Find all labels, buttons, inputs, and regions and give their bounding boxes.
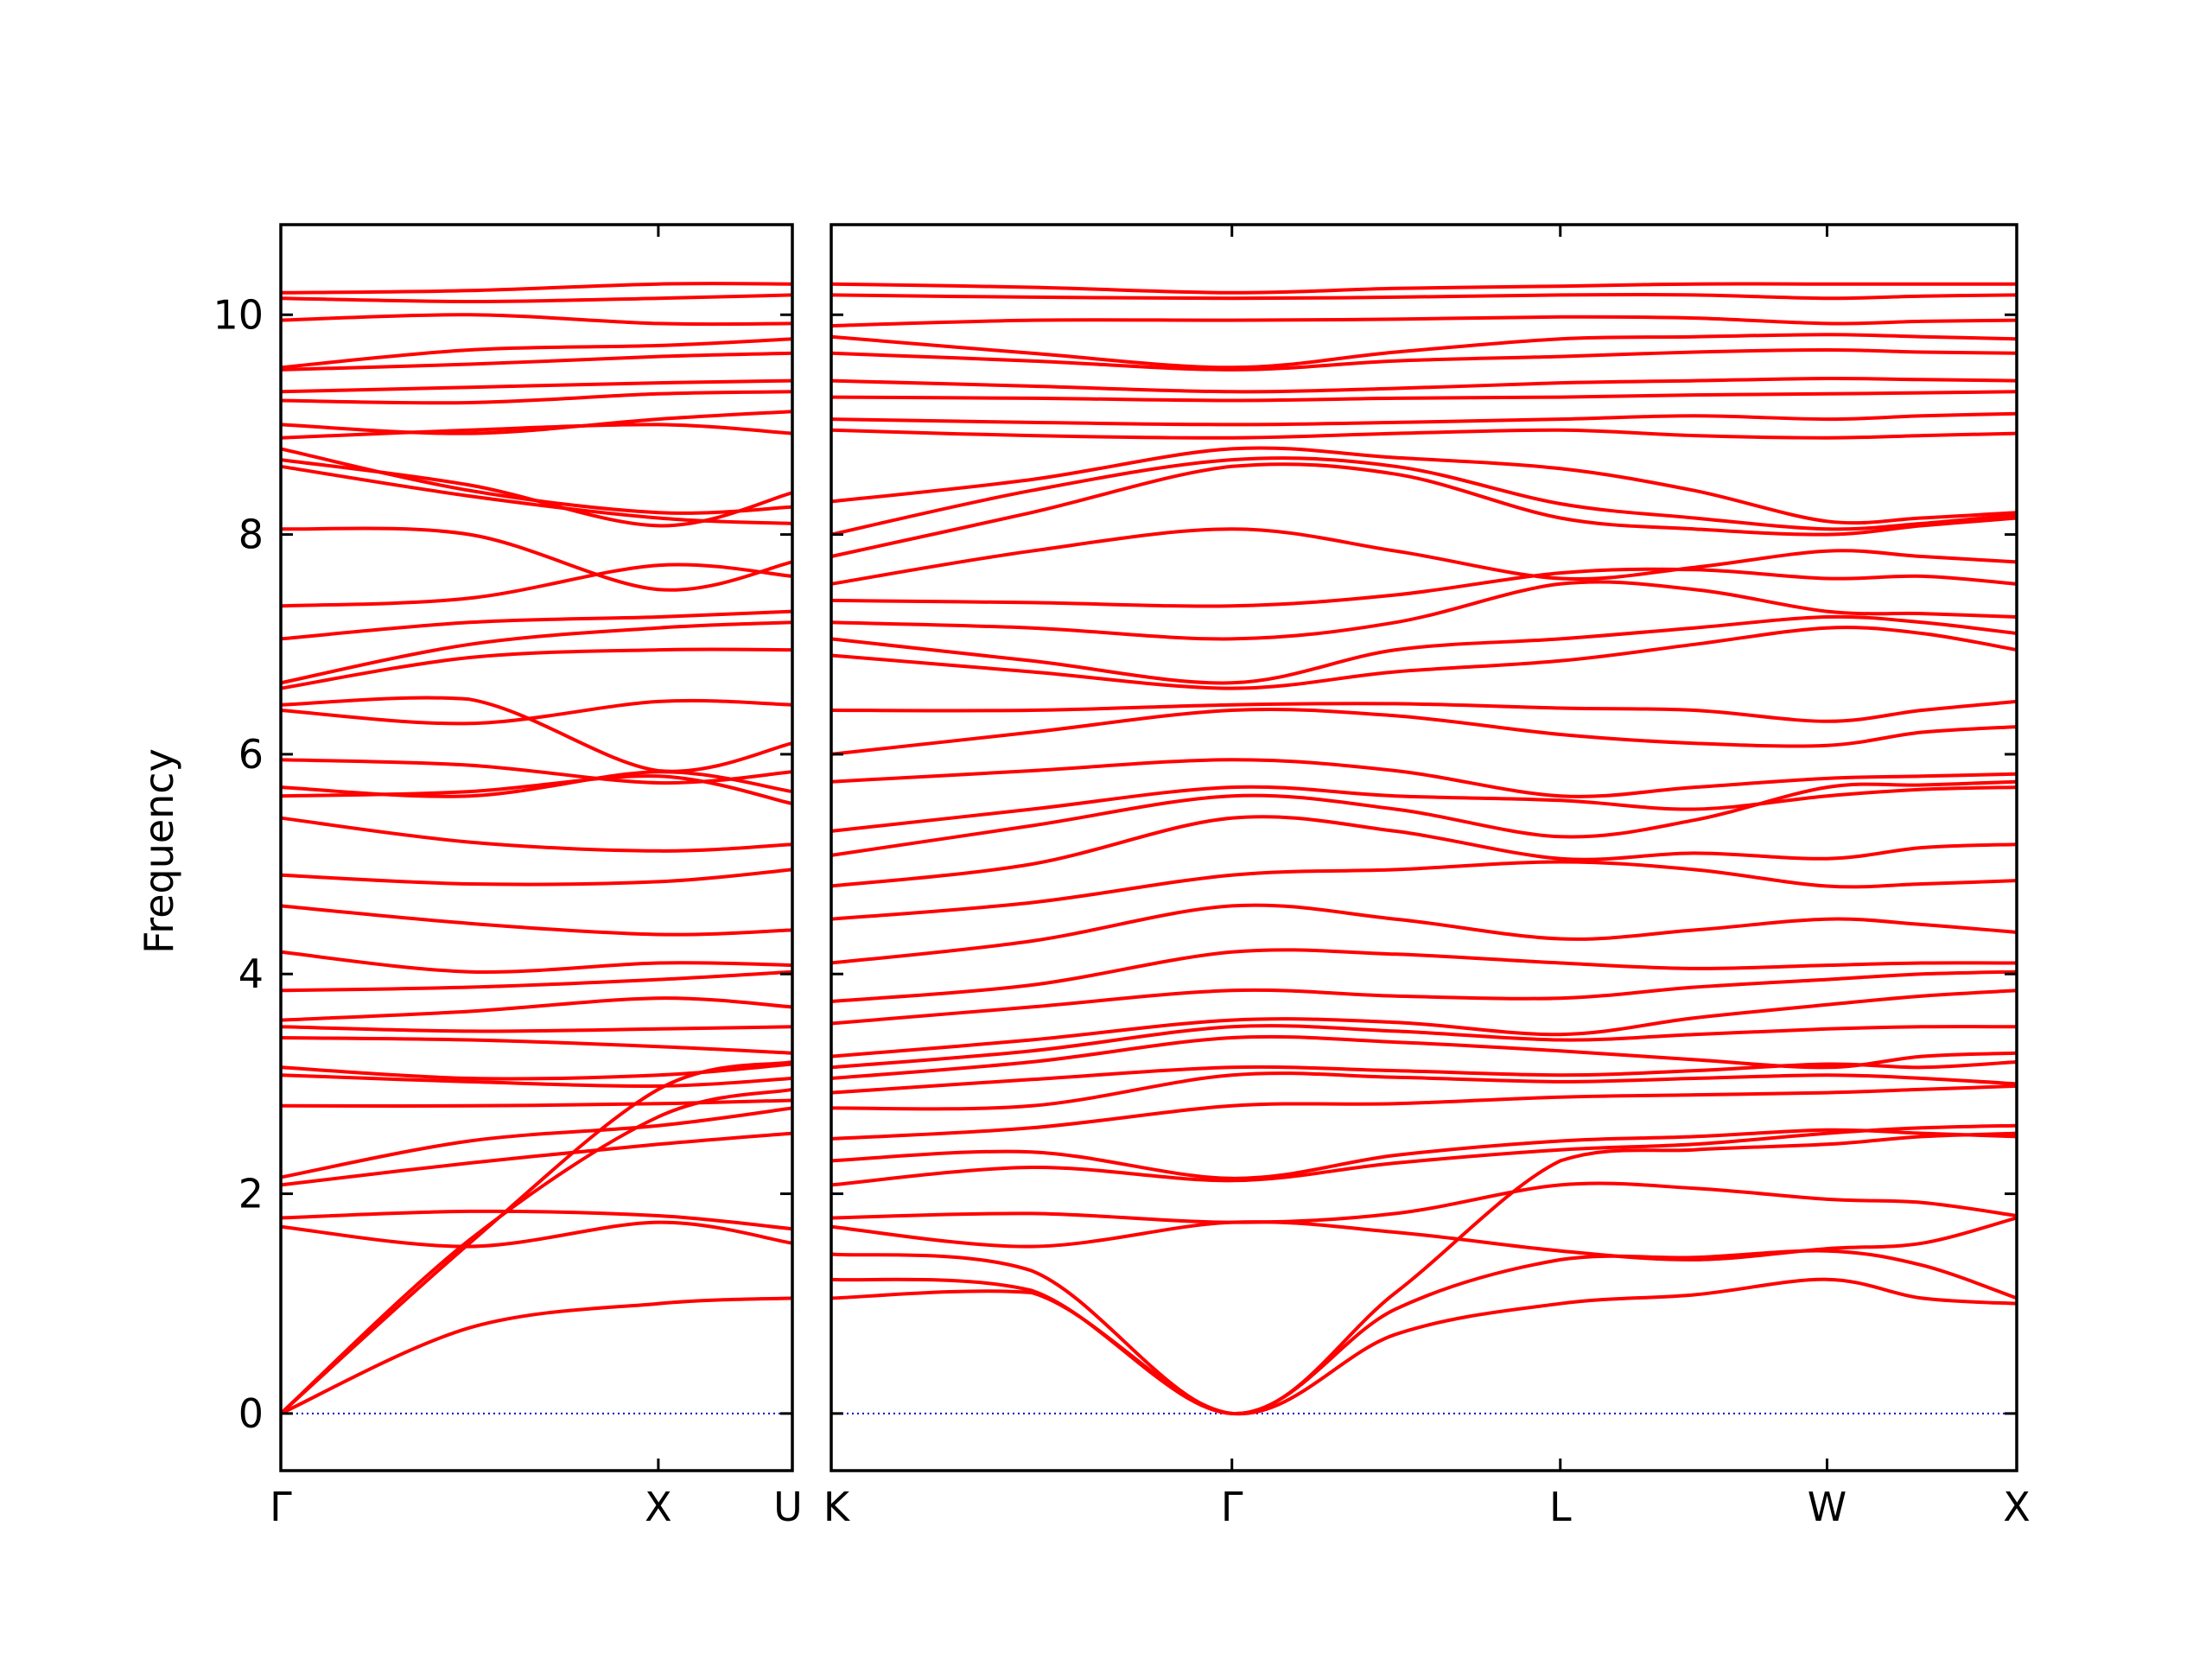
x-tick-label: Γ [270,1484,292,1530]
band-line-24 [280,647,793,690]
y-tick-label: 2 [238,1171,264,1217]
band-line-3 [279,1060,793,1415]
band-line-38 [830,315,2018,327]
band-line-22 [830,708,2018,756]
band-line-38 [280,313,793,327]
band-line-8 [280,1098,793,1109]
band-line-11 [280,1036,793,1055]
band-line-23 [280,696,793,773]
band-line-2 [279,1087,793,1415]
band-line-23 [830,699,2018,723]
plot-frame [830,223,2018,1472]
band-line-31 [280,447,793,515]
band-line-9 [280,1073,793,1088]
y-tick-label: 4 [238,950,264,997]
band-line-25 [830,614,2018,685]
band-line-36 [830,348,2018,372]
band-line-19 [280,774,793,806]
band-line-8 [830,1084,2018,1141]
band-line-7 [830,1128,2018,1180]
band-line-6 [280,1131,793,1187]
x-tick-label: X [645,1484,672,1530]
band-line-3 [830,1131,2018,1415]
plot-frame [279,223,794,1472]
band-line-18 [280,816,793,853]
band-line-18 [830,815,2018,888]
band-line-19 [830,779,2018,857]
band-line-40 [830,282,2017,295]
band-line-26 [280,609,793,641]
band-line-35 [830,376,2018,394]
band-line-33 [830,411,2018,427]
band-line-28 [830,527,2018,586]
y-tick-label: 0 [238,1390,264,1437]
band-line-15 [830,948,2018,1003]
band-line-4 [280,1220,793,1249]
band-line-34 [280,390,793,405]
band-line-10 [280,1062,793,1081]
band-line-29 [280,464,793,525]
y-tick-label: 6 [238,731,264,778]
y-tick-label: 8 [238,512,264,558]
x-tick-label: Γ [1221,1484,1243,1530]
x-tick-label: K [823,1484,851,1530]
band-line-31 [830,446,2018,525]
x-tick-label: W [1808,1484,1847,1530]
band-line-30 [280,458,793,528]
y-axis-label: Frequency [136,748,182,954]
band-line-30 [830,456,2018,537]
band-line-34 [830,390,2018,403]
band-line-37 [830,333,2018,370]
band-line-17 [830,860,2018,921]
band-line-21 [280,758,793,785]
x-tick-label: X [2003,1484,2031,1530]
band-line-37 [280,337,793,370]
x-tick-label: U [773,1484,803,1530]
band-line-12 [280,1025,793,1033]
band-line-15 [280,950,793,974]
band-line-27 [280,563,793,608]
band-line-14 [830,969,2018,1026]
band-line-29 [830,462,2018,558]
band-line-9 [830,1071,2018,1111]
band-line-33 [280,410,793,435]
band-line-5 [280,1209,793,1231]
band-line-32 [830,428,2018,440]
band-line-40 [280,282,793,295]
band-line-4 [830,1216,2018,1262]
band-line-11 [830,1034,2018,1080]
band-line-5 [830,1181,2018,1224]
band-line-21 [830,758,2018,798]
band-line-39 [830,292,2018,301]
band-line-12 [830,1024,2018,1070]
band-line-16 [280,904,793,937]
band-line-36 [280,351,793,372]
band-line-13 [830,988,2018,1058]
band-line-14 [280,969,793,993]
band-line-7 [280,1106,793,1179]
panel-gamma-x-u: Γ X U 0 2 4 6 8 10 [213,223,803,1530]
band-line-35 [280,378,793,394]
band-line-2 [830,1249,2018,1415]
band-line-26 [830,580,2018,641]
band-line-27 [830,567,2018,608]
band-line-24 [830,626,2018,690]
band-line-20 [830,785,2018,833]
band-line-17 [280,868,793,887]
band-line-16 [830,903,2018,965]
band-line-1 [830,1277,2018,1416]
band-line-28 [280,526,793,592]
band-line-1 [280,1296,793,1415]
band-line-39 [280,293,793,303]
band-line-13 [280,996,793,1022]
x-tick-label: L [1549,1484,1572,1530]
band-line-22 [280,698,793,726]
band-line-25 [280,620,793,685]
band-line-6 [830,1123,2018,1187]
y-tick-label: 10 [213,291,264,338]
